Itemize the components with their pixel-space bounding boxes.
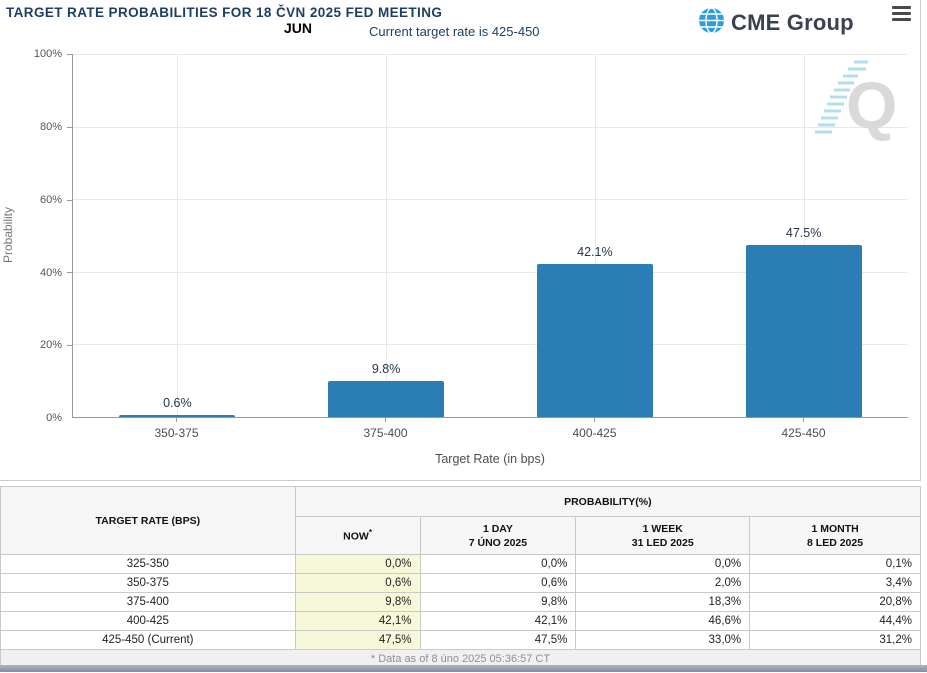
y-tick-label: 40% (39, 267, 62, 279)
table-row: 325-350 0,0% 0,0% 0,0% 0,1% (0, 554, 921, 574)
rate-cell: 400-425 (0, 611, 296, 631)
table-cell-month: 44,4% (749, 611, 921, 631)
probability-bar-chart: Probability 100% 80% 60% 40% 20% 0% (0, 40, 921, 480)
table-cell-month: 0,1% (749, 554, 921, 574)
table-cell-now: 0,0% (294, 554, 421, 574)
col-header-probability: PROBABILITY(%) (294, 486, 922, 517)
y-tick-label: 20% (39, 339, 62, 351)
bar-value-label: 47.5% (785, 225, 822, 240)
rate-cell: 425-450 (Current) (0, 630, 296, 650)
table-row: 350-375 0,6% 0,6% 2,0% 3,4% (0, 573, 921, 593)
table-row: 425-450 (Current) 47,5% 47,5% 33,0% 31,2… (0, 630, 921, 650)
bar-value-label: 0.6% (163, 395, 192, 410)
x-tick-label: 375-400 (363, 426, 408, 440)
bar-fill[interactable] (745, 244, 862, 417)
y-tick-label: 0% (46, 412, 62, 424)
table-cell-day: 9,8% (419, 592, 577, 612)
col-header-1day[interactable]: 1 DAY 7 ÚNO 2025 (419, 516, 577, 555)
table-cell-now: 47,5% (294, 630, 421, 650)
current-target-rate-text: Current target rate is 425-450 (369, 24, 540, 39)
x-tick-label: 425-450 (781, 426, 826, 440)
x-tick-label: 350-375 (154, 426, 199, 440)
x-axis-title: Target Rate (in bps) (435, 452, 545, 466)
y-tick-label: 80% (39, 121, 62, 133)
table-cell-week: 18,3% (575, 592, 751, 612)
bar-value-label: 42.1% (577, 245, 613, 260)
bar-value-label: 9.8% (371, 362, 401, 377)
quikstrike-watermark: Q (810, 52, 905, 147)
bar-column: 42.1% (491, 54, 700, 417)
table-cell-now: 0,6% (294, 573, 421, 593)
table-cell-day: 47,5% (419, 630, 577, 650)
table-cell-month: 3,4% (749, 573, 921, 593)
cme-group-logo-text: CME Group (731, 10, 854, 35)
table-cell-week: 33,0% (575, 630, 751, 650)
watermark-letter: Q (846, 68, 897, 142)
plot-area: 0.6% 9.8% 42.1% (72, 54, 908, 418)
table-cell-now: 42,1% (294, 611, 421, 631)
col-header-target-rate: TARGET RATE (BPS) (0, 486, 296, 555)
table-row: 400-425 42,1% 42,1% 46,6% 44,4% (0, 611, 921, 631)
table-row: 375-400 9,8% 9,8% 18,3% 20,8% (0, 592, 921, 612)
chart-panel: TARGET RATE PROBABILITIES FOR 18 ČVN 202… (0, 0, 921, 481)
cme-group-logo: CME Group (698, 7, 854, 39)
probability-table: TARGET RATE (BPS) PROBABILITY(%) NOW* 1 … (0, 486, 922, 668)
table-cell-day: 42,1% (419, 611, 577, 631)
table-cell-week: 46,6% (575, 611, 751, 631)
table-cell-week: 0,0% (575, 554, 751, 574)
col-header-1month[interactable]: 1 MONTH 8 LED 2025 (749, 516, 921, 555)
y-tick-label: 60% (39, 194, 62, 206)
x-tick-label: 400-425 (572, 426, 617, 440)
x-tick-labels: 350-375 375-400 400-425 425-450 (72, 426, 908, 440)
table-cell-day: 0,6% (419, 573, 577, 593)
table-cell-month: 31,2% (749, 630, 921, 650)
bar-column: 0.6% (73, 54, 282, 417)
bar-column: 9.8% (282, 54, 491, 417)
rate-cell: 375-400 (0, 592, 296, 612)
table-cell-now: 9,8% (294, 592, 421, 612)
bar-fill[interactable] (119, 414, 236, 417)
rate-cell: 350-375 (0, 573, 296, 593)
bottom-scrollbar[interactable] (0, 665, 927, 672)
meeting-month-tab[interactable]: JUN (284, 20, 313, 36)
bar-column: 47.5% (699, 54, 908, 417)
table-cell-month: 20,8% (749, 592, 921, 612)
page-title: TARGET RATE PROBABILITIES FOR 18 ČVN 202… (6, 5, 443, 20)
col-header-now[interactable]: NOW* (294, 516, 421, 555)
bar-fill[interactable] (536, 264, 653, 417)
y-tick-label: 100% (33, 48, 62, 60)
y-axis-title: Probability (1, 206, 15, 264)
col-header-1week[interactable]: 1 WEEK 31 LED 2025 (575, 516, 751, 555)
rate-cell: 325-350 (0, 554, 296, 574)
bar-fill[interactable] (328, 381, 445, 417)
globe-icon (698, 7, 725, 39)
menu-icon[interactable] (892, 6, 911, 24)
table-cell-week: 2,0% (575, 573, 751, 593)
table-cell-day: 0,0% (419, 554, 577, 574)
